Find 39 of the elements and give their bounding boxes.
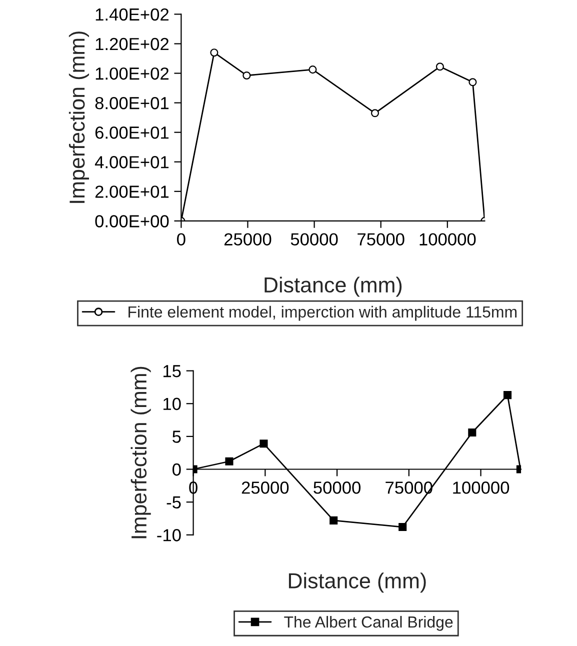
y-tick-label: 0.00E+00 bbox=[95, 215, 169, 228]
x-tick-label: 50000 bbox=[314, 482, 360, 494]
y-axis-title: Imperfection (mm) bbox=[68, 32, 89, 203]
point bbox=[308, 66, 317, 74]
point bbox=[370, 109, 380, 118]
point bbox=[468, 78, 477, 86]
point bbox=[242, 71, 251, 80]
y-tick-label: 0 bbox=[172, 463, 181, 476]
x-tick-label: 25000 bbox=[242, 482, 289, 494]
y-tick-label: 1.20E+02 bbox=[96, 38, 169, 50]
y-tick-label: -5 bbox=[166, 496, 181, 509]
point bbox=[398, 522, 407, 532]
y-tick-label: 2.00E+01 bbox=[95, 186, 169, 198]
point bbox=[260, 440, 268, 448]
point bbox=[436, 62, 444, 71]
x-axis-title: Distance (mm) bbox=[264, 276, 402, 297]
point bbox=[330, 516, 338, 524]
point bbox=[503, 391, 512, 400]
x-tick-label: 100000 bbox=[453, 482, 510, 494]
y-tick-label: -10 bbox=[157, 529, 181, 542]
y-tick-label: 15 bbox=[164, 365, 181, 378]
x-tick-label: 75000 bbox=[358, 233, 404, 246]
y-tick-label: 4.00E+01 bbox=[94, 156, 169, 168]
legend-label: Finte element model, imperction with amplitude 115mm bbox=[128, 306, 517, 321]
point bbox=[225, 457, 234, 466]
x-tick-label: 25000 bbox=[224, 233, 272, 246]
x-tick-label: 100000 bbox=[420, 233, 476, 246]
y-axis-title: Imperfection (mm) bbox=[130, 366, 151, 538]
x-tick-label: 50000 bbox=[290, 233, 338, 246]
point bbox=[210, 48, 218, 57]
y-tick-label: 10 bbox=[164, 398, 181, 410]
y-tick-label: 6.00E+01 bbox=[95, 126, 169, 139]
y-tick-label: 1.00E+02 bbox=[96, 67, 169, 80]
x-axis-title: Distance (mm) bbox=[288, 572, 426, 593]
y-tick-label: 5 bbox=[172, 430, 181, 443]
y-tick-label: 8.00E+01 bbox=[95, 96, 169, 110]
legend-label: The Albert Canal Bridge bbox=[284, 616, 453, 631]
point bbox=[468, 428, 476, 437]
y-tick-label: 1.40E+02 bbox=[96, 8, 169, 21]
